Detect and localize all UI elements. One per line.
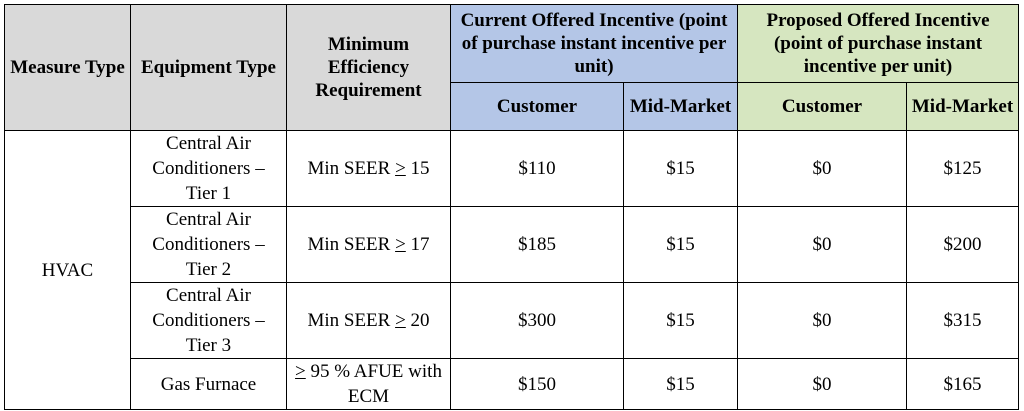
proposed-customer-cell: $0 bbox=[737, 206, 908, 283]
table-row: Central Air Conditioners – Tier 3 Min SE… bbox=[5, 282, 1020, 359]
equipment-cell: Central Air Conditioners – Tier 3 bbox=[130, 282, 287, 359]
table-row: HVAC Central Air Conditioners – Tier 1 M… bbox=[4, 130, 1020, 410]
proposed-customer-cell: $0 bbox=[737, 282, 908, 359]
proposed-mid-market-cell: $165 bbox=[906, 358, 1020, 410]
current-customer-cell: $110 bbox=[450, 130, 624, 207]
header-measure-type: Measure Type bbox=[4, 4, 131, 131]
current-mid-market-cell: $15 bbox=[622, 358, 739, 410]
equipment-cell: Gas Furnace bbox=[130, 358, 287, 410]
current-mid-market-cell: $15 bbox=[622, 206, 739, 283]
header-current-customer: Customer bbox=[450, 82, 624, 131]
current-mid-market-cell: $15 bbox=[622, 130, 739, 207]
proposed-customer-cell: $0 bbox=[737, 358, 908, 410]
proposed-customer-cell: $0 bbox=[737, 130, 908, 207]
current-mid-market-cell: $15 bbox=[622, 282, 739, 359]
header-row-sub: Customer Mid-Market Customer Mid-Market bbox=[5, 82, 1020, 131]
header-proposed-mid-market: Mid-Market bbox=[906, 82, 1020, 131]
measure-type-cell: HVAC bbox=[4, 130, 131, 410]
header-row-top: Measure Type Equipment Type Minimum Effi… bbox=[4, 4, 1020, 131]
proposed-mid-market-cell: $125 bbox=[906, 130, 1020, 207]
equipment-cell: Central Air Conditioners – Tier 2 bbox=[130, 206, 287, 283]
header-min-efficiency: Minimum Efficiency Requirement bbox=[286, 4, 451, 131]
current-customer-cell: $150 bbox=[450, 358, 624, 410]
efficiency-cell: Min SEER > 15 bbox=[286, 130, 451, 207]
efficiency-cell: > 95 % AFUE with ECM bbox=[286, 358, 451, 410]
header-proposed-incentive: Proposed Offered Incentive (point of pur… bbox=[737, 4, 1020, 83]
table-row: Gas Furnace > 95 % AFUE with ECM $150 $1… bbox=[5, 358, 1020, 410]
current-customer-cell: $300 bbox=[450, 282, 624, 359]
proposed-mid-market-cell: $315 bbox=[906, 282, 1020, 359]
current-customer-cell: $185 bbox=[450, 206, 624, 283]
table-row: Central Air Conditioners – Tier 2 Min SE… bbox=[5, 206, 1020, 283]
header-proposed-customer: Customer bbox=[737, 82, 908, 131]
efficiency-cell: Min SEER > 17 bbox=[286, 206, 451, 283]
header-equipment-type: Equipment Type bbox=[130, 4, 287, 131]
header-current-incentive: Current Offered Incentive (point of purc… bbox=[449, 4, 739, 83]
incentive-table: Measure Type Equipment Type Minimum Effi… bbox=[4, 4, 1020, 410]
proposed-mid-market-cell: $200 bbox=[906, 206, 1020, 283]
efficiency-cell: Min SEER > 20 bbox=[286, 282, 451, 359]
header-current-mid-market: Mid-Market bbox=[622, 82, 739, 131]
equipment-cell: Central Air Conditioners – Tier 1 bbox=[130, 130, 287, 207]
